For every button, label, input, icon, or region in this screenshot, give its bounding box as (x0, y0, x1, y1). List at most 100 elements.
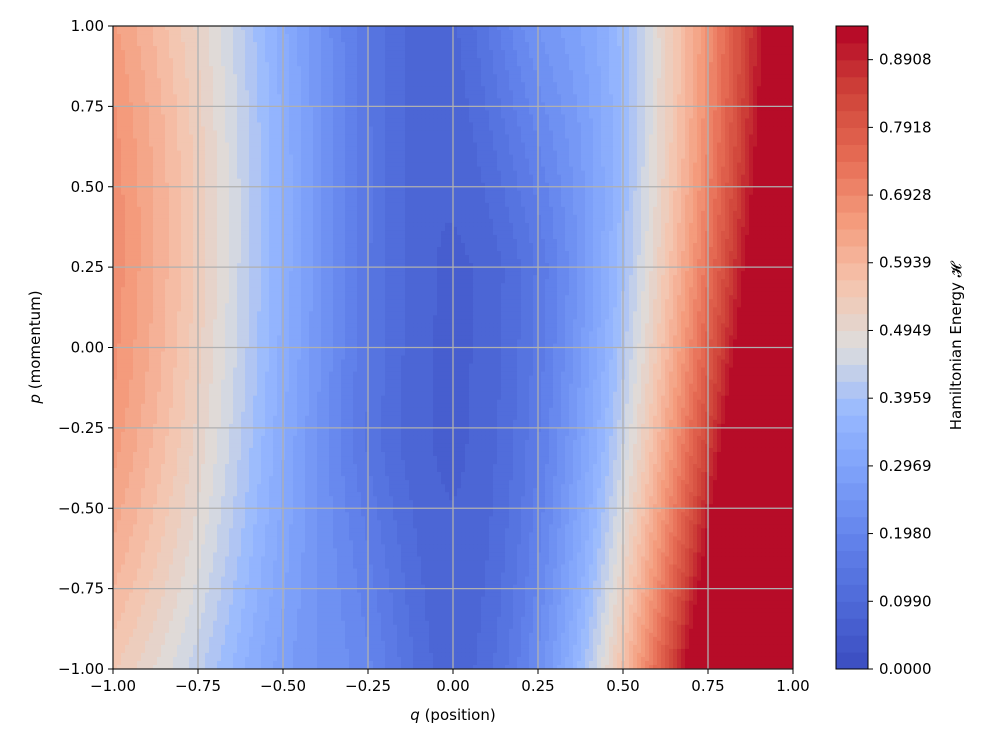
contour-cell (489, 74, 494, 79)
contour-cell (569, 106, 574, 111)
contour-cell (565, 106, 570, 111)
contour-cell (365, 66, 370, 71)
contour-cell (373, 30, 378, 35)
contour-cell (645, 66, 650, 71)
contour-cell (137, 50, 142, 55)
contour-cell (517, 122, 522, 127)
contour-cell (713, 98, 718, 103)
contour-cell (745, 54, 750, 59)
contour-cell (285, 90, 290, 95)
contour-cell (713, 46, 718, 51)
contour-cell (481, 46, 486, 51)
contour-cell (409, 26, 414, 31)
contour-cell (337, 86, 342, 91)
contour-cell (461, 135, 466, 140)
contour-cell (253, 110, 258, 115)
contour-cell (705, 86, 710, 91)
contour-cell (433, 30, 438, 35)
contour-cell (753, 82, 758, 87)
contour-cell (701, 62, 706, 67)
contour-cell (741, 74, 746, 79)
contour-cell (345, 46, 350, 51)
contour-cell (697, 82, 702, 87)
contour-cell (153, 118, 158, 123)
contour-cell (189, 90, 194, 95)
contour-cell (541, 66, 546, 71)
contour-cell (141, 58, 146, 63)
contour-cell (757, 114, 762, 119)
contour-cell (561, 46, 566, 51)
contour-cell (357, 82, 362, 87)
contour-cell (657, 90, 662, 95)
contour-cell (381, 130, 386, 135)
contour-cell (417, 106, 422, 111)
contour-cell (365, 90, 370, 95)
contour-cell (229, 139, 234, 144)
contour-cell (617, 86, 622, 91)
contour-cell (385, 30, 390, 35)
contour-cell (757, 126, 762, 131)
contour-cell (709, 135, 714, 140)
contour-cell (137, 98, 142, 103)
contour-cell (649, 50, 654, 55)
contour-cell (261, 30, 266, 35)
contour-cell (753, 34, 758, 39)
contour-cell (169, 54, 174, 59)
contour-cell (285, 135, 290, 140)
contour-cell (241, 46, 246, 51)
contour-cell (725, 78, 730, 83)
contour-cell (213, 130, 218, 135)
contour-cell (289, 106, 294, 111)
contour-cell (761, 122, 766, 127)
contour-cell (157, 94, 162, 99)
contour-cell (329, 143, 334, 148)
contour-cell (213, 38, 218, 43)
contour-cell (121, 50, 126, 55)
contour-cell (649, 98, 654, 103)
contour-cell (657, 62, 662, 67)
contour-cell (185, 38, 190, 43)
contour-cell (529, 90, 534, 95)
contour-cell (657, 30, 662, 35)
contour-cell (225, 82, 230, 87)
contour-cell (681, 86, 686, 91)
contour-cell (181, 106, 186, 111)
contour-cell (261, 90, 266, 95)
contour-cell (485, 106, 490, 111)
contour-cell (273, 42, 278, 47)
contour-cell (677, 86, 682, 91)
contour-cell (757, 106, 762, 111)
contour-cell (401, 34, 406, 39)
contour-cell (253, 118, 258, 123)
contour-cell (749, 74, 754, 79)
contour-cell (509, 78, 514, 83)
contour-cell (169, 98, 174, 103)
contour-cell (613, 126, 618, 131)
contour-cell (641, 114, 646, 119)
contour-cell (273, 110, 278, 115)
contour-cell (689, 114, 694, 119)
contour-cell (573, 139, 578, 144)
contour-cell (353, 143, 358, 148)
contour-cell (173, 122, 178, 127)
contour-cell (629, 38, 634, 43)
contour-cell (137, 58, 142, 63)
contour-cell (521, 82, 526, 87)
contour-cell (665, 122, 670, 127)
contour-cell (733, 98, 738, 103)
contour-cell (481, 30, 486, 35)
plot-area (113, 26, 794, 670)
contour-cell (529, 54, 534, 59)
contour-cell (441, 26, 446, 31)
contour-cell (333, 118, 338, 123)
contour-cell (725, 50, 730, 55)
contour-cell (305, 66, 310, 71)
contour-cell (573, 38, 578, 43)
contour-cell (645, 118, 650, 123)
contour-cell (693, 62, 698, 67)
contour-cell (657, 70, 662, 75)
contour-cell (681, 62, 686, 67)
contour-cell (129, 110, 134, 115)
contour-cell (773, 106, 778, 111)
contour-cell (633, 50, 638, 55)
